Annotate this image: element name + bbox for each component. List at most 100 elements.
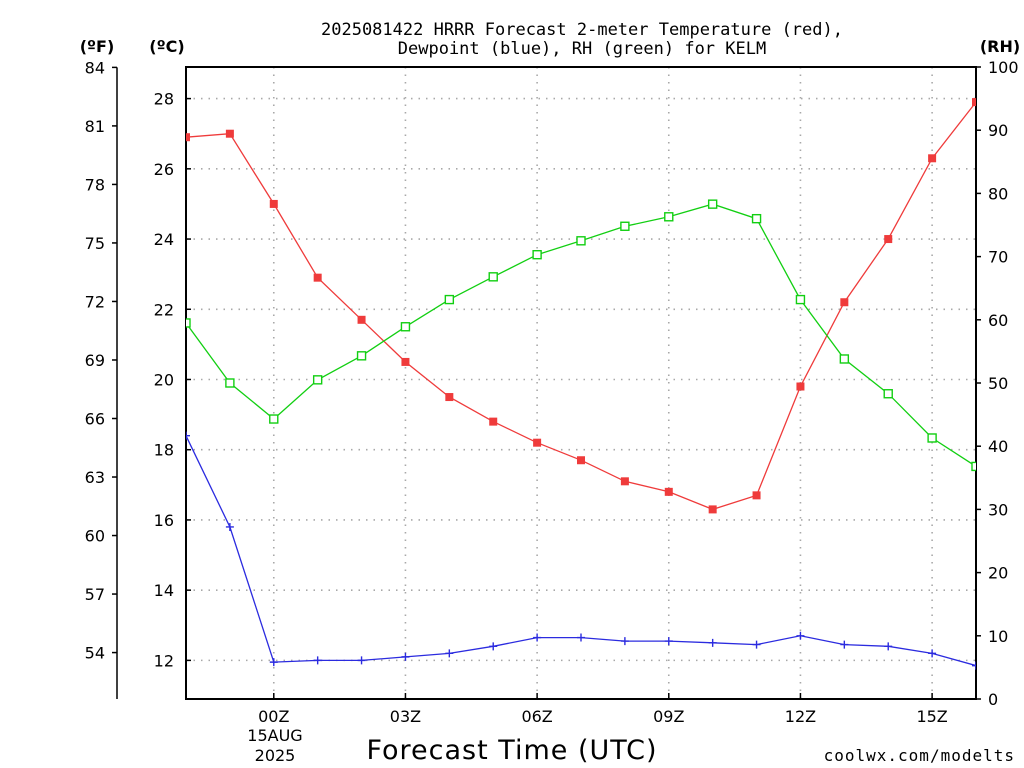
temperature-point	[928, 154, 937, 163]
dewpoint-series	[186, 431, 976, 670]
fahrenheit-tick-label: 54	[85, 644, 105, 663]
rh-point	[883, 389, 893, 399]
temperature-point	[577, 456, 585, 465]
rh-tick-label: 90	[988, 121, 1008, 140]
dewpoint-point	[928, 649, 937, 658]
dewpoint-point	[752, 640, 761, 649]
temperature-point	[620, 477, 629, 486]
celsius-tick-label: 12	[154, 651, 174, 670]
temperature-point	[884, 235, 893, 244]
x-tick-label: 12Z	[785, 707, 816, 726]
rh-point	[400, 322, 411, 332]
temperature-point	[401, 357, 410, 366]
fahrenheit-tick-label: 66	[85, 410, 105, 429]
temperature-point	[840, 298, 849, 307]
rh-point	[707, 199, 718, 209]
temperature-point	[186, 133, 190, 142]
celsius-tick-label: 16	[154, 511, 174, 530]
fahrenheit-tick-label: 60	[85, 527, 105, 546]
fahrenheit-tick-label: 57	[85, 585, 105, 604]
dewpoint-line	[186, 435, 976, 667]
rh-unit-label: (RH)	[980, 37, 1020, 56]
date-day-label: 15AUG	[247, 726, 302, 745]
dewpoint-point	[269, 658, 278, 667]
rh-tick-label: 70	[988, 248, 1008, 267]
celsius-tick-label: 18	[154, 441, 174, 460]
x-tick-label: 03Z	[390, 707, 421, 726]
axes	[112, 66, 981, 700]
rh-point	[186, 318, 191, 328]
rh-point	[488, 272, 498, 282]
data-series	[186, 98, 976, 670]
rh-point	[532, 250, 542, 260]
dewpoint-point	[972, 661, 976, 670]
fahrenheit-tick-label: 72	[85, 292, 105, 311]
rh-point	[664, 212, 674, 222]
rh-point	[356, 351, 367, 361]
chart-title-line-2: Dewpoint (blue), RH (green) for KELM	[398, 39, 766, 59]
celsius-tick-label: 28	[154, 90, 174, 109]
fahrenheit-tick-label: 75	[85, 234, 105, 253]
x-tick-label: 09Z	[653, 707, 684, 726]
dewpoint-point	[840, 640, 849, 649]
temperature-point	[269, 199, 278, 208]
rh-tick-label: 10	[988, 627, 1008, 646]
temperature-point	[533, 438, 542, 447]
dewpoint-point	[664, 637, 673, 646]
dewpoint-point	[533, 633, 542, 642]
grid-lines	[186, 67, 976, 699]
rh-point	[576, 236, 586, 246]
rh-point	[927, 433, 937, 443]
celsius-tick-label: 22	[154, 300, 174, 319]
dewpoint-point	[225, 522, 234, 531]
fahrenheit-tick-label: 69	[85, 351, 105, 370]
dewpoint-point	[313, 656, 322, 665]
rh-point	[312, 375, 323, 385]
temperature-point	[972, 98, 976, 107]
date-year-label: 2025	[255, 746, 296, 765]
celsius-tick-label: 26	[154, 160, 174, 179]
temperature-point	[313, 273, 322, 282]
celsius-unit-label: (ºC)	[149, 37, 184, 56]
temperature-line	[186, 101, 976, 511]
dewpoint-point	[884, 642, 893, 651]
rh-series	[186, 199, 976, 472]
plot-frame	[185, 66, 977, 700]
dewpoint-point	[489, 642, 498, 651]
rh-point	[225, 378, 235, 388]
rh-point	[971, 461, 976, 472]
rh-tick-label: 100	[988, 58, 1019, 77]
temperature-point	[664, 487, 673, 496]
rh-point	[269, 414, 279, 424]
rh-point	[795, 294, 806, 305]
rh-tick-label: 0	[988, 690, 998, 709]
rh-tick-label: 40	[988, 437, 1008, 456]
fahrenheit-unit-label: (ºF)	[80, 37, 115, 56]
fahrenheit-tick-label: 84	[85, 58, 105, 77]
x-tick-label: 15Z	[916, 707, 947, 726]
dewpoint-point	[708, 638, 717, 647]
rh-tick-label: 30	[988, 500, 1008, 519]
rh-tick-label: 20	[988, 564, 1008, 583]
fahrenheit-tick-label: 63	[85, 468, 105, 487]
temperature-point	[445, 393, 454, 402]
temperature-point	[752, 491, 761, 500]
x-tick-label: 06Z	[521, 707, 552, 726]
credit-text: coolwx.com/modelts	[824, 746, 1015, 765]
tick-labels: 54 57 60 63 66 69 72 75 78 81 84 12 14 16 18 20 22 24 26 28…	[85, 58, 1019, 726]
dewpoint-point	[445, 649, 454, 658]
dewpoint-point	[577, 633, 585, 642]
temperature-point	[708, 505, 717, 514]
rh-point	[839, 354, 850, 364]
temperature-point	[489, 417, 498, 426]
dewpoint-point	[620, 637, 629, 646]
dewpoint-point	[186, 431, 190, 440]
temperature-point	[225, 129, 234, 138]
rh-tick-label: 60	[988, 311, 1008, 330]
rh-point	[751, 213, 762, 224]
dewpoint-point	[401, 652, 410, 661]
rh-tick-label: 80	[988, 184, 1008, 203]
chart-title-line-1: 2025081422 HRRR Forecast 2-meter Tempera…	[321, 20, 843, 40]
celsius-tick-label: 24	[154, 230, 174, 249]
